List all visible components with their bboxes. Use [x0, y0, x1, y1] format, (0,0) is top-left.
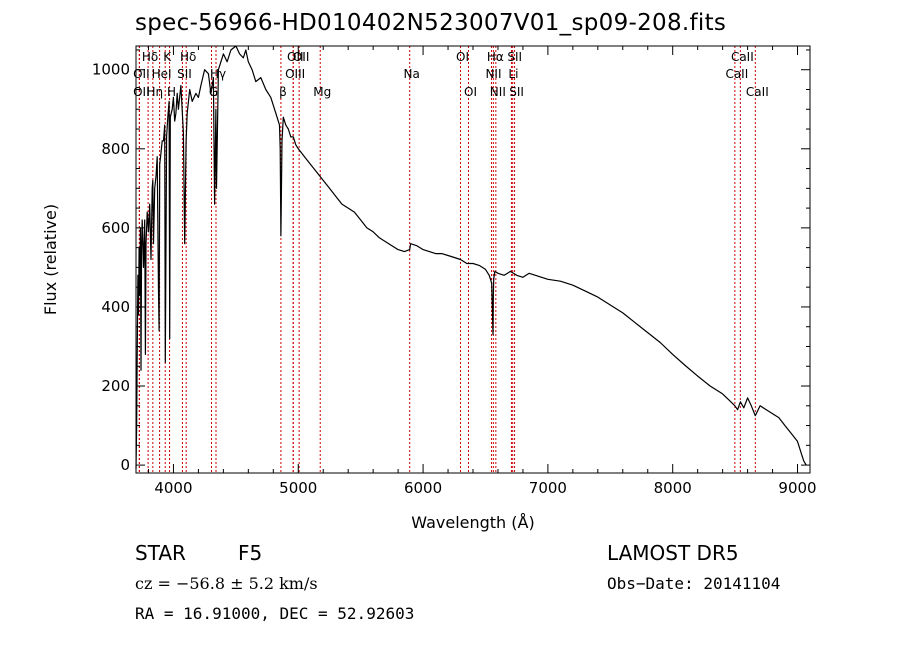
redshift-text: cz = −56.8 ± 5.2 km/s — [135, 574, 318, 593]
coordinates: RA = 16.91000, DEC = 52.92603 — [135, 604, 415, 623]
x-tick-label: 9000 — [778, 479, 816, 497]
line-id-label: SII — [507, 50, 522, 64]
spectrum-line — [135, 45, 807, 470]
line-id-label: OI — [464, 85, 477, 99]
obs-date: Obs−Date: 20141104 — [607, 574, 781, 593]
y-tick-label: 600 — [101, 219, 130, 237]
line-id-label: HeI — [152, 67, 172, 81]
y-tick-label: 0 — [120, 456, 130, 474]
line-id-label: Na — [404, 67, 420, 81]
line-id-label: OII — [287, 50, 304, 64]
x-axis-label: Wavelength (Å) — [411, 513, 534, 532]
x-tick-label: 8000 — [654, 479, 692, 497]
object-subclass: F5 — [238, 541, 263, 565]
y-axis-label: Flux (relative) — [41, 204, 60, 315]
line-id-label: CaII — [731, 50, 754, 64]
x-tick-label: 4000 — [154, 479, 192, 497]
line-id-label: NII — [490, 85, 506, 99]
line-id-label: NII — [485, 67, 501, 81]
line-id-label: Mg — [313, 85, 331, 99]
line-id-label: Li — [508, 67, 518, 81]
y-tick-label: 200 — [101, 377, 130, 395]
line-id-label: K — [163, 50, 172, 64]
line-id-label: CaII — [746, 85, 769, 99]
line-id-label: β — [279, 85, 287, 99]
x-tick-label: 7000 — [529, 479, 567, 497]
line-id-label: OII — [293, 50, 310, 64]
line-id-label: Hδ — [142, 50, 158, 64]
line-id-label: H — [167, 85, 176, 99]
chart-title: spec-56966-HD010402N523007V01_sp09-208.f… — [135, 10, 727, 36]
y-tick-label: 1000 — [92, 61, 130, 79]
plot-frame — [135, 45, 811, 474]
line-id-label: OII — [133, 67, 150, 81]
line-id-label: Hα — [487, 50, 504, 64]
line-id-label: OIII — [285, 67, 305, 81]
x-tick-label: 5000 — [279, 479, 317, 497]
line-id-label: SII — [509, 85, 524, 99]
line-id-label: Hη — [147, 85, 164, 99]
object-class: STAR — [135, 541, 186, 565]
line-id-label: OI — [456, 50, 469, 64]
y-tick-label: 400 — [101, 298, 130, 316]
line-id-label: SII — [177, 67, 192, 81]
line-id-label: Hδ — [180, 50, 196, 64]
line-id-label: OII — [133, 85, 150, 99]
x-tick-label: 6000 — [404, 479, 442, 497]
survey-name: LAMOST DR5 — [607, 541, 739, 565]
line-id-label: CaII — [725, 67, 748, 81]
y-tick-label: 800 — [101, 140, 130, 158]
